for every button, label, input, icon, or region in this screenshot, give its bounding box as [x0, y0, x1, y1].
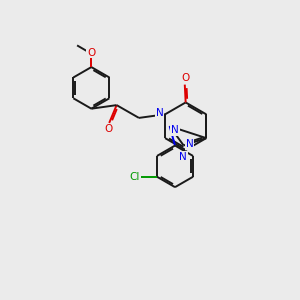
Text: N: N	[186, 139, 194, 149]
Text: Cl: Cl	[130, 172, 140, 182]
Text: O: O	[181, 73, 189, 83]
Text: O: O	[87, 47, 95, 58]
Text: N: N	[171, 125, 179, 135]
Text: O: O	[105, 124, 113, 134]
Text: N: N	[179, 152, 187, 161]
Text: N: N	[156, 108, 164, 118]
